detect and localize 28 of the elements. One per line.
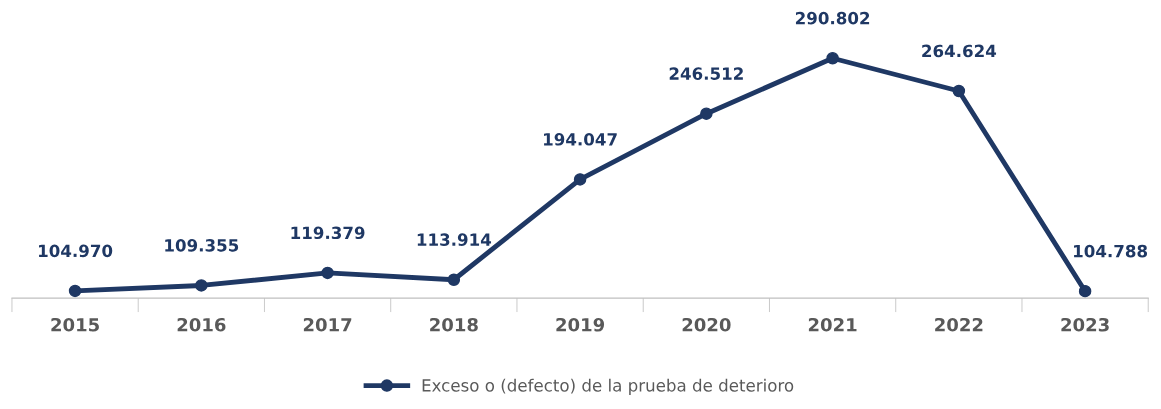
x-tick-label: 2020 bbox=[682, 317, 731, 332]
data-label: 109.355 bbox=[165, 239, 239, 252]
point bbox=[68, 284, 82, 298]
data-label: 246.512 bbox=[669, 67, 743, 80]
x-tick-label: 2016 bbox=[177, 317, 226, 332]
data-label: 194.047 bbox=[544, 133, 617, 146]
data-label: 104.788 bbox=[1074, 244, 1148, 258]
x-tick-label: 2017 bbox=[303, 317, 352, 332]
x-tick-label: 2018 bbox=[430, 317, 478, 332]
point bbox=[573, 173, 587, 186]
data-label: 119.379 bbox=[291, 226, 365, 240]
data-label: 104.970 bbox=[39, 244, 113, 258]
point bbox=[195, 279, 208, 292]
point bbox=[952, 84, 966, 98]
point bbox=[826, 51, 839, 65]
x-tick-label: 2023 bbox=[1061, 317, 1109, 332]
point bbox=[321, 266, 334, 280]
x-tick-label: 2015 bbox=[51, 317, 99, 332]
x-tick-label: 2021 bbox=[808, 317, 857, 332]
legend-label: Exceso o (defecto) de la prueba de deterioro bbox=[422, 378, 794, 395]
x-tick-label: 2019 bbox=[556, 317, 605, 332]
point bbox=[1078, 284, 1092, 298]
data-label: 264.624 bbox=[922, 44, 997, 58]
data-label: 290.802 bbox=[795, 11, 870, 25]
x-tick-label: 2022 bbox=[935, 317, 983, 332]
data-label: 113.914 bbox=[417, 233, 492, 246]
point bbox=[447, 273, 461, 286]
point bbox=[700, 107, 713, 120]
